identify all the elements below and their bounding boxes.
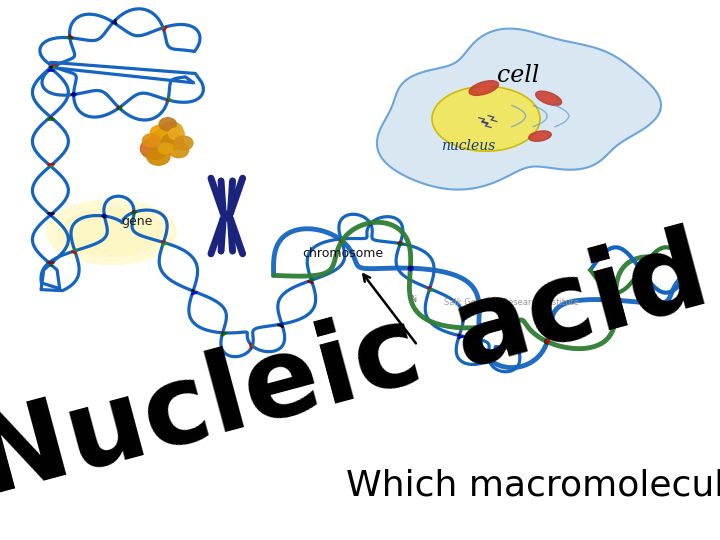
Circle shape — [160, 122, 183, 139]
Circle shape — [168, 128, 184, 140]
Text: gene: gene — [121, 215, 153, 228]
Text: nucleus: nucleus — [441, 139, 495, 153]
Ellipse shape — [47, 200, 176, 265]
Text: cell: cell — [498, 64, 539, 87]
Circle shape — [158, 143, 173, 154]
Ellipse shape — [536, 91, 562, 105]
Ellipse shape — [61, 208, 162, 256]
Circle shape — [174, 136, 193, 150]
Ellipse shape — [222, 211, 232, 221]
Circle shape — [143, 134, 160, 147]
Text: chromosome: chromosome — [302, 247, 384, 260]
Text: Salk Genome Research Institute: Salk Genome Research Institute — [444, 298, 579, 307]
Polygon shape — [377, 29, 661, 190]
Ellipse shape — [542, 95, 555, 102]
Circle shape — [159, 118, 176, 131]
Circle shape — [140, 138, 169, 159]
Ellipse shape — [528, 131, 552, 141]
Circle shape — [162, 133, 184, 150]
Ellipse shape — [534, 134, 546, 138]
Circle shape — [147, 148, 170, 165]
Circle shape — [151, 130, 177, 149]
Ellipse shape — [469, 80, 498, 96]
Text: Nucleic acid: Nucleic acid — [0, 220, 720, 518]
Polygon shape — [432, 86, 540, 151]
Circle shape — [150, 125, 169, 139]
Circle shape — [168, 143, 189, 158]
Text: Ai: Ai — [410, 295, 418, 305]
Ellipse shape — [477, 85, 491, 91]
Text: Which macromolecule?: Which macromolecule? — [346, 468, 720, 502]
